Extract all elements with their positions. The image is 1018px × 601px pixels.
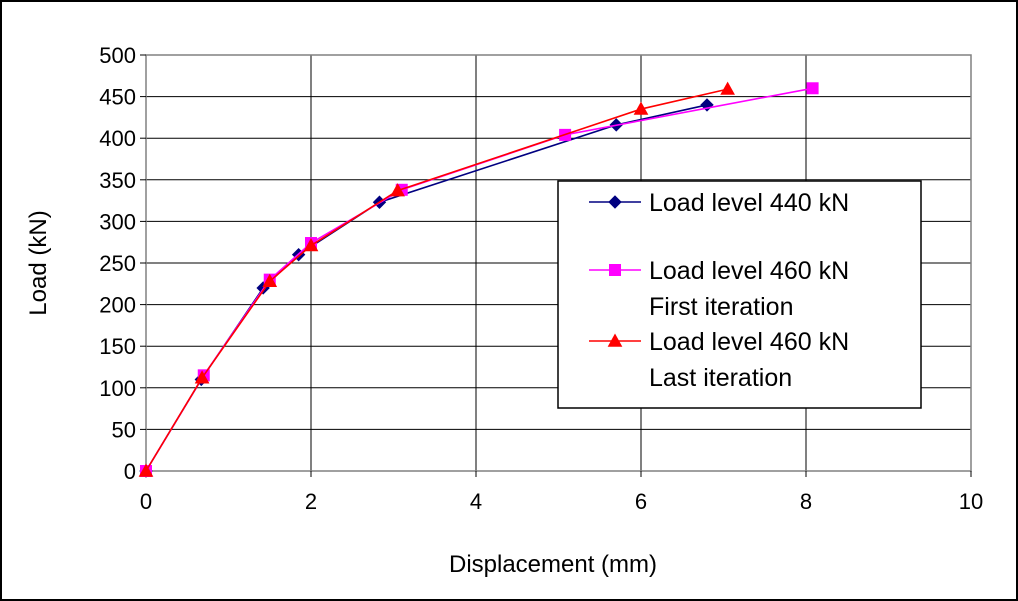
series-3-point — [303, 237, 319, 252]
series-2-point — [806, 82, 819, 95]
x-tick-label: 8 — [800, 489, 812, 514]
y-tick-label: 200 — [99, 293, 136, 318]
legend-swatch-marker-2 — [609, 264, 621, 276]
y-tick-label: 450 — [99, 85, 136, 110]
series-3-point — [138, 463, 154, 477]
x-tick-label: 2 — [305, 489, 317, 514]
legend-swatch-marker-3 — [607, 333, 623, 347]
series-3-point — [194, 370, 210, 384]
y-tick-label: 250 — [99, 251, 136, 276]
x-tick-label: 0 — [140, 489, 152, 514]
y-tick-label: 0 — [124, 459, 136, 484]
legend-label: First iteration — [649, 293, 793, 321]
series-3-point — [633, 101, 649, 115]
legend-label: Load level 460 kN — [649, 328, 849, 356]
y-tick-label: 400 — [99, 126, 136, 151]
x-tick-label: 6 — [635, 489, 647, 514]
x-tick-label: 10 — [959, 489, 983, 514]
series-3-point — [720, 81, 735, 95]
series-3-point — [262, 273, 278, 288]
tick-labels: 0 50 100 150 200 250 300 350 400 450 500 0 2 4 6 8 10 — [99, 43, 983, 514]
legend-box — [557, 180, 922, 409]
legend-label: Last iteration — [649, 364, 792, 392]
y-tick-label: 500 — [99, 43, 136, 68]
y-tick-label: 50 — [112, 417, 136, 442]
legend: Load level 440 kN Load level 460 kN First … — [557, 180, 922, 409]
x-axis-title: Displacement (mm) — [449, 551, 657, 578]
y-tick-label: 350 — [99, 168, 136, 193]
y-tick-label: 300 — [99, 209, 136, 234]
series-3-point — [390, 183, 405, 197]
x-tick-label: 4 — [470, 489, 482, 514]
y-tick-label: 100 — [99, 376, 136, 401]
legend-label: Load level 440 kN — [649, 189, 849, 217]
series-lines — [138, 81, 819, 478]
legend-label: Load level 460 kN — [649, 257, 849, 285]
y-axis-title: Load (kN) — [25, 210, 52, 315]
y-tick-label: 150 — [99, 334, 136, 359]
legend-swatch-marker-1 — [608, 195, 622, 209]
